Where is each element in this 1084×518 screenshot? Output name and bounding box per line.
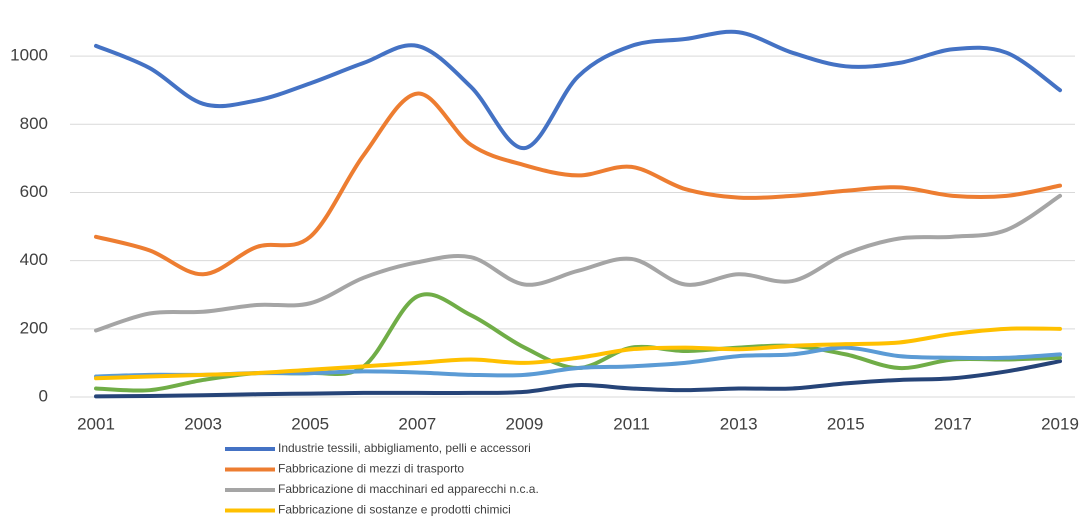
x-tick-label: 2007 xyxy=(398,414,436,433)
series-line xyxy=(94,193,1062,333)
x-tick-label: 2011 xyxy=(613,414,650,433)
series-line xyxy=(94,91,1062,277)
x-tick-label: 2005 xyxy=(291,414,329,433)
y-tick-label: 1000 xyxy=(10,46,48,65)
y-tick-label: 800 xyxy=(20,114,48,133)
x-tick-label: 2009 xyxy=(506,414,544,433)
series-line xyxy=(94,29,1062,151)
legend-label: Fabbricazione di sostanze e prodotti chi… xyxy=(278,503,511,517)
x-tick-label: 2001 xyxy=(77,414,115,433)
x-tick-label: 2019 xyxy=(1041,414,1079,433)
x-tick-label: 2003 xyxy=(184,414,222,433)
series-line xyxy=(94,359,1062,399)
y-tick-label: 0 xyxy=(39,386,48,405)
y-tick-label: 600 xyxy=(20,182,48,201)
legend-label: Fabbricazione di macchinari ed apparecch… xyxy=(278,482,539,496)
series-line xyxy=(94,326,1062,381)
x-tick-label: 2017 xyxy=(934,414,972,433)
y-tick-label: 200 xyxy=(20,318,48,337)
legend-label: Fabbricazione di mezzi di trasporto xyxy=(278,462,464,476)
y-tick-label: 400 xyxy=(20,250,48,269)
x-tick-label: 2013 xyxy=(720,414,758,433)
legend-label: Industrie tessili, abbigliamento, pelli … xyxy=(278,441,531,455)
x-tick-label: 2015 xyxy=(827,414,865,433)
